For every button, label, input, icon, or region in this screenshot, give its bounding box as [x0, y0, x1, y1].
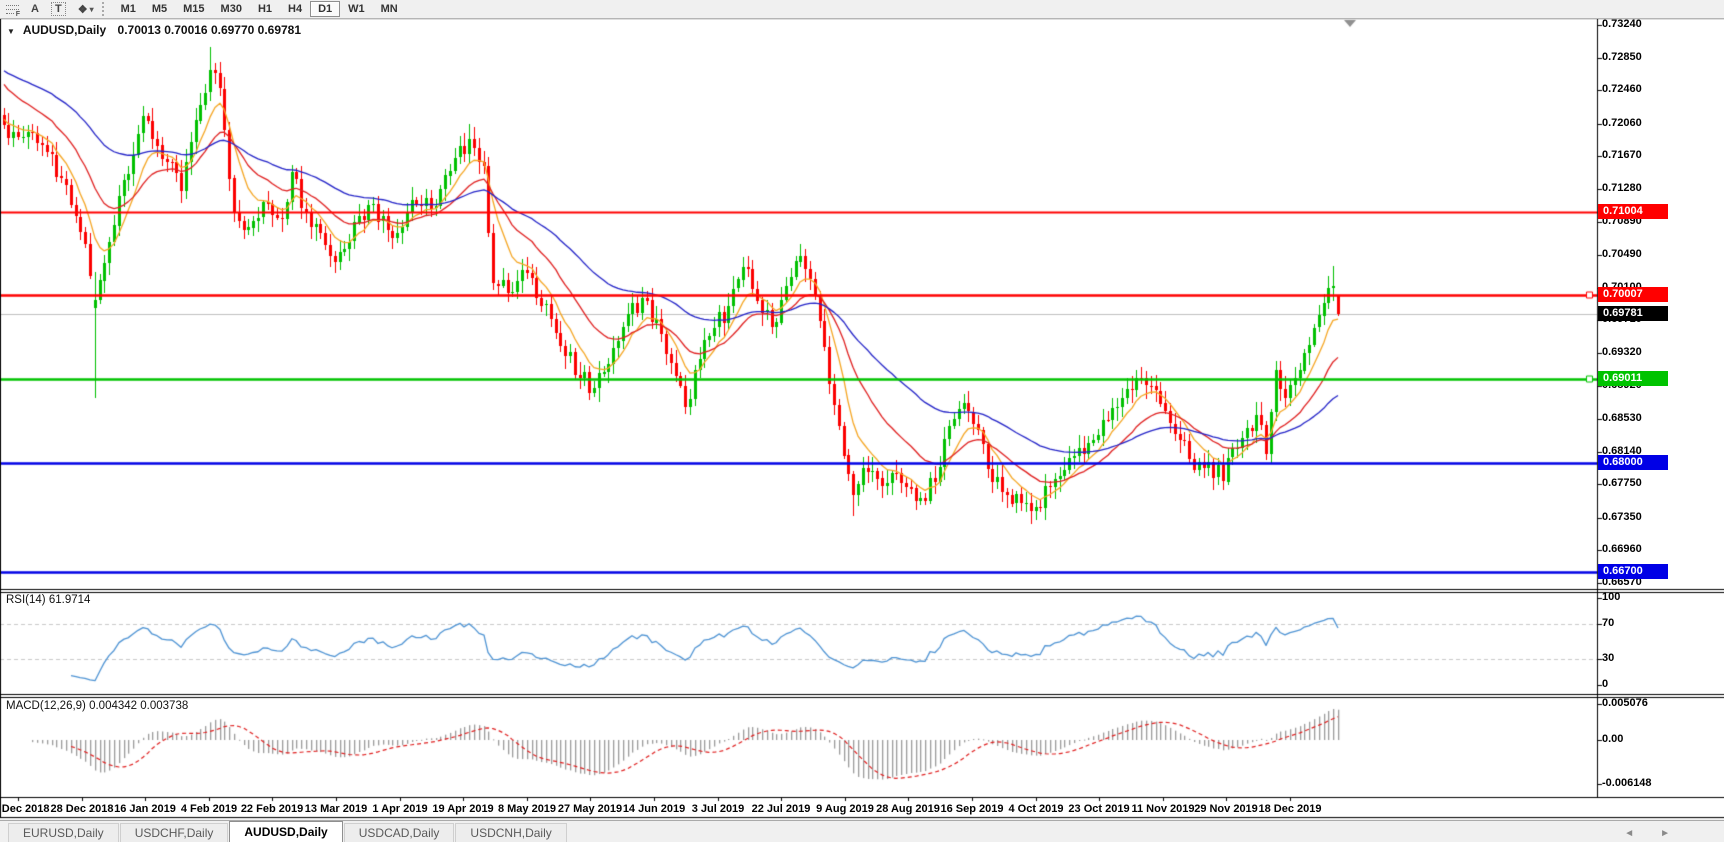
chart-tab-eurusd[interactable]: EURUSD,Daily	[8, 823, 119, 842]
price-tick-label: 0.72460	[1602, 83, 1642, 95]
date-label: 22 Feb 2019	[240, 803, 304, 815]
date-label: 28 Aug 2019	[876, 803, 940, 815]
label-tool-icon[interactable]: T	[45, 1, 72, 17]
price-level-badge: 0.70007	[1598, 287, 1668, 302]
date-label: 10 Dec 2018	[0, 803, 50, 815]
macd-scale-label: 0.005076	[1602, 697, 1648, 709]
top-toolbar: F A T ❖ ▾ M1 M5 M15 M30 H1 H4 D1 W1 MN	[0, 0, 1724, 19]
timeframe-button-h1[interactable]: H1	[257, 3, 273, 15]
price-tick-label: 0.72060	[1602, 117, 1642, 129]
timeframe-button-w1[interactable]: W1	[348, 3, 365, 15]
rsi-indicator-label: RSI(14) 61.9714	[6, 594, 91, 606]
price-level-badge: 0.68000	[1598, 455, 1668, 470]
date-label: 14 Jun 2019	[622, 803, 686, 815]
rsi-scale-label: 100	[1602, 591, 1621, 603]
date-label: 16 Sep 2019	[940, 803, 1004, 815]
timeframe-button-m1[interactable]: M1	[120, 3, 136, 15]
chart-tab-bar: EURUSD,Daily USDCHF,Daily AUDUSD,Daily USDC…	[0, 820, 1724, 842]
date-label: 11 Nov 2019	[1131, 803, 1195, 815]
price-tick-label: 0.66570	[1602, 576, 1642, 588]
arrows-tool-icon[interactable]: ❖ ▾	[77, 3, 94, 16]
chart-tab-usdchf[interactable]: USDCHF,Daily	[119, 823, 229, 842]
timeframe-button-m30[interactable]: M30	[220, 3, 242, 15]
price-level-badge: 0.71004	[1598, 204, 1668, 219]
date-label: 28 Dec 2018	[50, 803, 114, 815]
price-tick-label: 0.71280	[1602, 182, 1642, 194]
timeframe-button-m15[interactable]: M15	[183, 3, 205, 15]
text-tool-icon[interactable]: A	[31, 3, 39, 15]
price-tick-label: 0.69320	[1602, 346, 1642, 358]
price-tick-label: 0.68140	[1602, 445, 1642, 457]
price-level-badge: 0.66700	[1598, 564, 1668, 579]
date-label: 3 Jul 2019	[691, 803, 745, 815]
chart-menu-caret-icon[interactable]: ▼	[7, 27, 15, 36]
date-label: 19 Apr 2019	[432, 803, 494, 815]
date-label: 23 Oct 2019	[1068, 803, 1130, 815]
chart-ohlc-values: 0.70013 0.70016 0.69770 0.69781	[117, 23, 302, 37]
date-label: 27 May 2019	[557, 803, 623, 815]
timeframe-button-m5[interactable]: M5	[151, 3, 168, 15]
price-tick-label: 0.67750	[1602, 477, 1642, 489]
date-label: 16 Jan 2019	[114, 803, 176, 815]
date-label: 29 Nov 2019	[1194, 803, 1258, 815]
macd-scale-label: 0.00	[1602, 733, 1624, 745]
timeframe-button-h4[interactable]: H4	[288, 3, 303, 15]
chart-tab-usdcad[interactable]: USDCAD,Daily	[343, 823, 455, 842]
rsi-scale-label: 0	[1602, 678, 1609, 690]
chart-symbol-label: AUDUSD,Daily	[22, 23, 107, 37]
price-tick-label: 0.73240	[1602, 18, 1642, 30]
chart-tab-audusd[interactable]: AUDUSD,Daily	[229, 821, 343, 842]
date-label: 22 Jul 2019	[751, 803, 811, 815]
timeframe-button-mn[interactable]: MN	[380, 3, 398, 15]
fibonacci-tool-icon[interactable]: F	[0, 1, 25, 18]
macd-indicator-label: MACD(12,26,9) 0.004342 0.003738	[6, 700, 189, 712]
date-label: 13 Mar 2019	[304, 803, 368, 815]
date-label: 9 Aug 2019	[816, 803, 874, 815]
price-tick-label: 0.71670	[1602, 149, 1642, 161]
date-label: 18 Dec 2019	[1258, 803, 1322, 815]
rsi-scale-label: 70	[1602, 617, 1615, 629]
macd-scale-label: -0.006148	[1602, 777, 1652, 789]
tab-scroll-left-icon[interactable]: ◄	[1624, 828, 1661, 839]
date-label: 4 Feb 2019	[180, 803, 238, 815]
tab-scroll-right-icon[interactable]: ►	[1660, 828, 1696, 839]
price-tick-label: 0.72850	[1602, 51, 1642, 63]
toolbar-grip	[101, 2, 108, 16]
chart-tab-usdcnh[interactable]: USDCNH,Daily	[455, 823, 567, 842]
date-label: 8 May 2019	[497, 803, 557, 815]
price-tick-label: 0.67350	[1602, 511, 1642, 523]
current-price-badge: 0.69781	[1598, 306, 1668, 321]
date-label: 1 Apr 2019	[372, 803, 428, 815]
price-level-badge: 0.69011	[1598, 371, 1668, 386]
price-tick-label: 0.66960	[1602, 543, 1642, 555]
price-tick-label: 0.70490	[1602, 248, 1642, 260]
date-label: 4 Oct 2019	[1008, 803, 1064, 815]
price-tick-label: 0.68530	[1602, 412, 1642, 424]
rsi-scale-label: 30	[1602, 652, 1615, 664]
chart-title: ▼ AUDUSD,Daily 0.70013 0.70016 0.69770 0…	[7, 23, 301, 37]
chevron-down-icon[interactable]: ▾	[89, 4, 94, 14]
timeframe-button-d1[interactable]: D1	[310, 1, 341, 17]
